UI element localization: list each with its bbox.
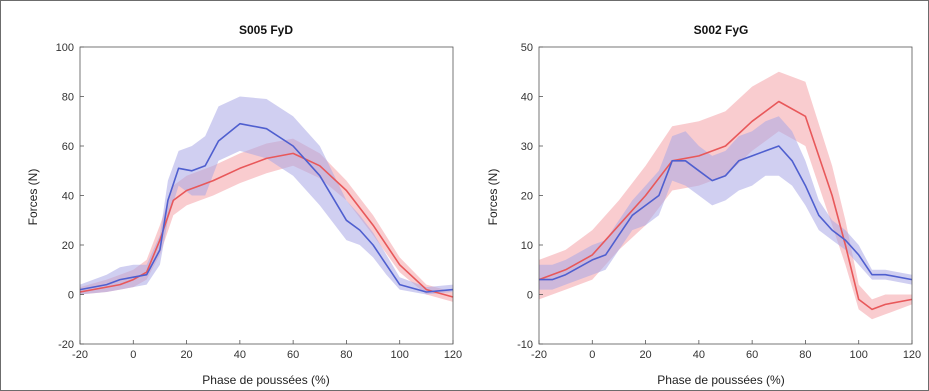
chart-2-x-tick-label: 120: [903, 349, 921, 361]
chart-1-x-tick-label: 20: [180, 349, 192, 361]
chart-2-series-1-line: [538, 100, 913, 311]
chart-2-series-2-band: [539, 116, 912, 290]
chart-panel-2: S002 FyG Forces (N) Phase de poussées (%…: [486, 23, 921, 387]
chart-1-x-tick-label: 120: [444, 349, 462, 361]
chart-2-x-tick-label: 40: [693, 349, 705, 361]
chart-2-y-tick-label: 40: [521, 92, 533, 104]
chart-1-x-tick-label: -20: [72, 349, 88, 361]
chart-2-xlabel: Phase de poussées (%): [657, 373, 784, 387]
chart-2-x-tick-label: -20: [531, 349, 547, 361]
chart-2-series-2-line: [539, 145, 913, 281]
chart-1-xlabel: Phase de poussées (%): [202, 373, 329, 387]
chart-1-y-tick-label: 80: [62, 92, 74, 104]
chart-1-y-tick-label: 40: [62, 191, 74, 203]
chart-1-x-tick-label: 0: [130, 349, 136, 361]
chart-1-x-tick-label: 60: [287, 349, 299, 361]
chart-2-y-tick-label: 30: [521, 141, 533, 153]
chart-2-series-1-band: [539, 71, 912, 320]
chart-1-x-tick-label: 100: [391, 349, 409, 361]
chart-2-y-tick-label: 50: [521, 42, 533, 54]
chart-2-lines: [538, 100, 913, 311]
chart-1-y-tick-label: -20: [58, 339, 74, 351]
chart-2-x-tick-label: 60: [746, 349, 758, 361]
chart-2-title: S002 FyG: [694, 23, 749, 37]
chart-panel-1: S005 FyD Forces (N) Phase de poussées (%…: [26, 23, 462, 387]
chart-1-y-tick-label: 20: [62, 240, 74, 252]
chart-1-axes: -20 0 20 40 60 80 100 120 -20 0 20 40 60 80 100: [56, 42, 463, 361]
chart-1-series-2-band: [80, 96, 453, 295]
chart-2-axes: -20 0 20 40 60 80 100 120 -10 0 10 20 30 40 50: [517, 42, 921, 361]
chart-2-y-tick-label: 20: [521, 191, 533, 203]
chart-1-y-tick-label: 0: [68, 290, 74, 302]
chart-1-x-tick-label: 80: [340, 349, 352, 361]
chart-2-x-tick-label: 0: [589, 349, 595, 361]
chart-2-y-tick-label: -10: [517, 339, 533, 351]
chart-1-x-tick-label: 40: [234, 349, 246, 361]
chart-2-y-tick-label: 10: [521, 240, 533, 252]
chart-2-x-tick-label: 20: [639, 349, 651, 361]
chart-1-lines: [79, 122, 454, 298]
chart-1-series-2-line: [79, 122, 454, 293]
chart-2-x-tick-label: 80: [799, 349, 811, 361]
chart-1-y-tick-label: 60: [62, 141, 74, 153]
chart-1-series-1-line: [79, 152, 454, 298]
chart-1-ylabel: Forces (N): [26, 169, 40, 226]
chart-1-title: S005 FyD: [239, 23, 293, 37]
chart-2-y-tick-label: 0: [527, 290, 533, 302]
chart-2-x-tick-label: 100: [850, 349, 868, 361]
chart-2-bands: [539, 71, 912, 320]
chart-1-y-tick-label: 100: [56, 42, 74, 54]
chart-2-ylabel: Forces (N): [486, 169, 500, 226]
